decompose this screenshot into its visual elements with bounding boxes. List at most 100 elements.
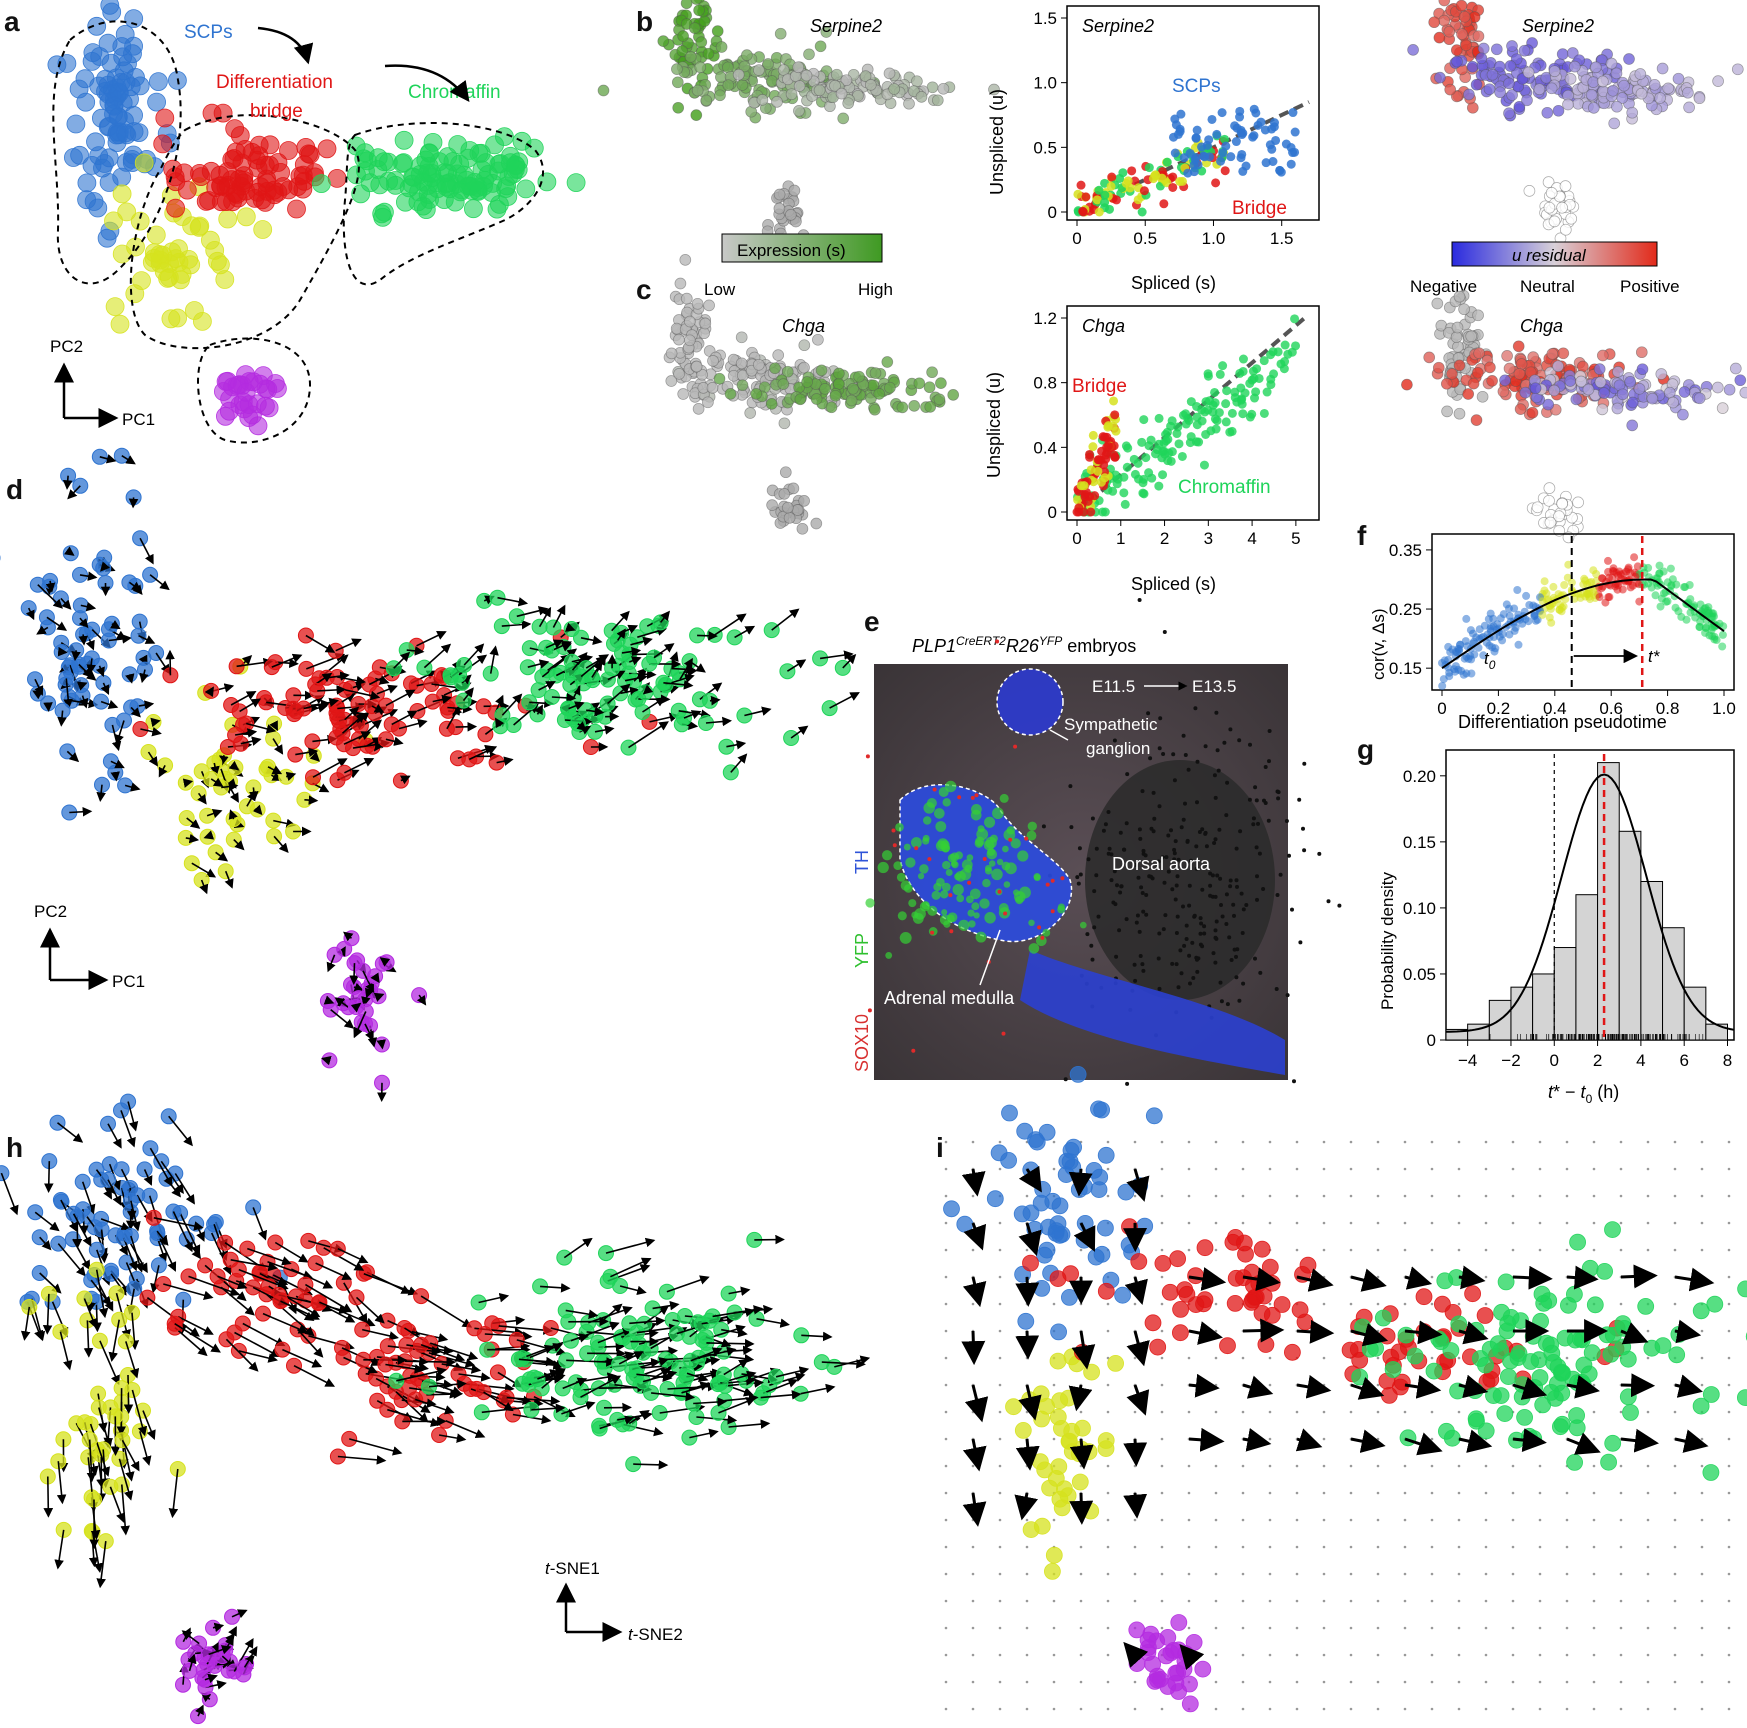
d-chromaffin-cell-arrow [423, 643, 452, 669]
chga-expression-cell [765, 398, 778, 410]
grid-dot [998, 1383, 1002, 1387]
grid-dot [944, 1194, 948, 1198]
chga-expression-cell [868, 403, 881, 416]
chga-expression-cell [692, 403, 705, 415]
scp-cell [77, 173, 97, 193]
f-xtick-label: 1.0 [1712, 699, 1736, 718]
grid-dot [1133, 1140, 1137, 1144]
phase-cell [1162, 157, 1172, 167]
phase-scp-cell [1212, 129, 1222, 139]
grid-dot [1106, 1707, 1110, 1711]
blood-cell [1219, 999, 1224, 1004]
grid-dot [1133, 1572, 1137, 1576]
serpine2-phase-plot: Serpine2 SCPs Bridge 0 0.5 1.0 1.500.51.01.… [987, 5, 1320, 293]
scp-cell [90, 47, 110, 66]
blood-cell [1183, 753, 1188, 757]
chga-residual-cell [1734, 374, 1747, 387]
blood-cell [1186, 767, 1191, 772]
sox10-signal [1001, 1031, 1006, 1036]
grid-dot [1160, 1194, 1164, 1198]
pseudotime-cell [1549, 582, 1558, 591]
serpine2-residual-cell [1556, 48, 1569, 60]
chga-residual-cell [1401, 378, 1413, 391]
phase-bridge-cell [1093, 466, 1103, 476]
blood-cell [1220, 914, 1225, 919]
chga-residual-cell [1499, 374, 1511, 387]
yellow-cell [112, 244, 132, 264]
phase-scp-cell [1235, 112, 1245, 122]
yfp-signal [1017, 850, 1029, 862]
h-scp-cell-arrow [43, 1161, 54, 1193]
bridge-cell [225, 119, 245, 139]
grid-dot [1214, 1194, 1218, 1198]
yellow-cell [161, 309, 181, 329]
blood-cell [1068, 784, 1073, 789]
phase-scp-cell [1249, 104, 1259, 114]
blood-cell [1229, 958, 1234, 962]
yfp-signal [984, 816, 996, 828]
grid-dot [971, 1464, 975, 1468]
pseudotime-cell [1510, 626, 1519, 635]
serpine2-expression-cell [911, 75, 923, 88]
grid-dot [1160, 1599, 1164, 1603]
d-chromaffin-cell-arrow [564, 622, 576, 632]
serpine2-residual-cell [1521, 94, 1533, 107]
blood-cell [1106, 810, 1111, 814]
arrow-scp-to-bridge [257, 26, 314, 65]
serpine2-residual-cell [1407, 44, 1419, 56]
phase-cell [1123, 176, 1133, 186]
serpine2-expression-title: Serpine2 [810, 16, 882, 36]
phase-bridge-cell [1089, 477, 1099, 487]
yellow-cell [117, 202, 137, 222]
serpine2-residual-cell [1545, 82, 1558, 95]
blood-cell [1192, 913, 1197, 918]
chga-expression-cell [673, 333, 685, 346]
blood-cell [1228, 727, 1233, 732]
blood-cell [1141, 848, 1146, 853]
blood-cell [1092, 925, 1097, 930]
blood-cell [1218, 876, 1223, 881]
blood-cell [1166, 833, 1171, 838]
grid-dot [1079, 1626, 1083, 1630]
grid-dot [944, 1545, 948, 1549]
h-scp-cell-arrow [34, 1211, 60, 1232]
blood-cell [1215, 873, 1220, 878]
serpine2-expression-cell [695, 36, 708, 48]
chga-residual-cell [1453, 407, 1466, 420]
g-ytick-label: 0.10 [1403, 899, 1436, 918]
sox10-signal [995, 639, 1000, 644]
chga-expression-cell [794, 393, 807, 406]
grid-dot [1322, 1302, 1326, 1306]
panel-letter-c: c [636, 274, 652, 305]
g-xtick-label: 2 [1593, 1051, 1602, 1070]
grid-dot [1349, 1221, 1353, 1225]
blood-cell [1240, 931, 1245, 935]
d-purple-cell-arrow [336, 946, 346, 957]
chromaffin-cluster-outline [342, 122, 545, 286]
ytick-label: 0 [1048, 203, 1057, 222]
blood-cell [1276, 790, 1281, 795]
scp-cell [88, 198, 108, 218]
grid-dot [1403, 1545, 1407, 1549]
panel-h-tsne2-label: t-SNE2 [628, 1625, 683, 1644]
pseudotime-cell [1547, 618, 1556, 627]
purple-cell [215, 406, 235, 426]
phase-chromaffin-cell [1290, 314, 1300, 324]
xtick-label: 4 [1247, 529, 1256, 548]
phase-chromaffin-cell [1203, 369, 1213, 379]
grid-dot [1403, 1248, 1407, 1252]
serpine2-residual-scatter [1407, 0, 1744, 258]
histogram-bar [1597, 762, 1620, 1041]
chga-phase-title: Chga [1082, 316, 1125, 336]
blood-cell [1157, 986, 1162, 991]
g-ytick-label: 0 [1427, 1031, 1436, 1050]
grid-dot [1187, 1626, 1191, 1630]
grid-dot [1268, 1626, 1272, 1630]
grid-dot [1376, 1410, 1380, 1414]
panel-g-xlabel: t* − t0 (h) [1548, 1082, 1619, 1106]
f-xtick-label: 0 [1437, 699, 1446, 718]
blood-cell [1266, 818, 1271, 823]
blood-cell [1173, 839, 1178, 844]
blood-cell [1302, 848, 1307, 853]
phase-scp-cell [1216, 156, 1226, 166]
